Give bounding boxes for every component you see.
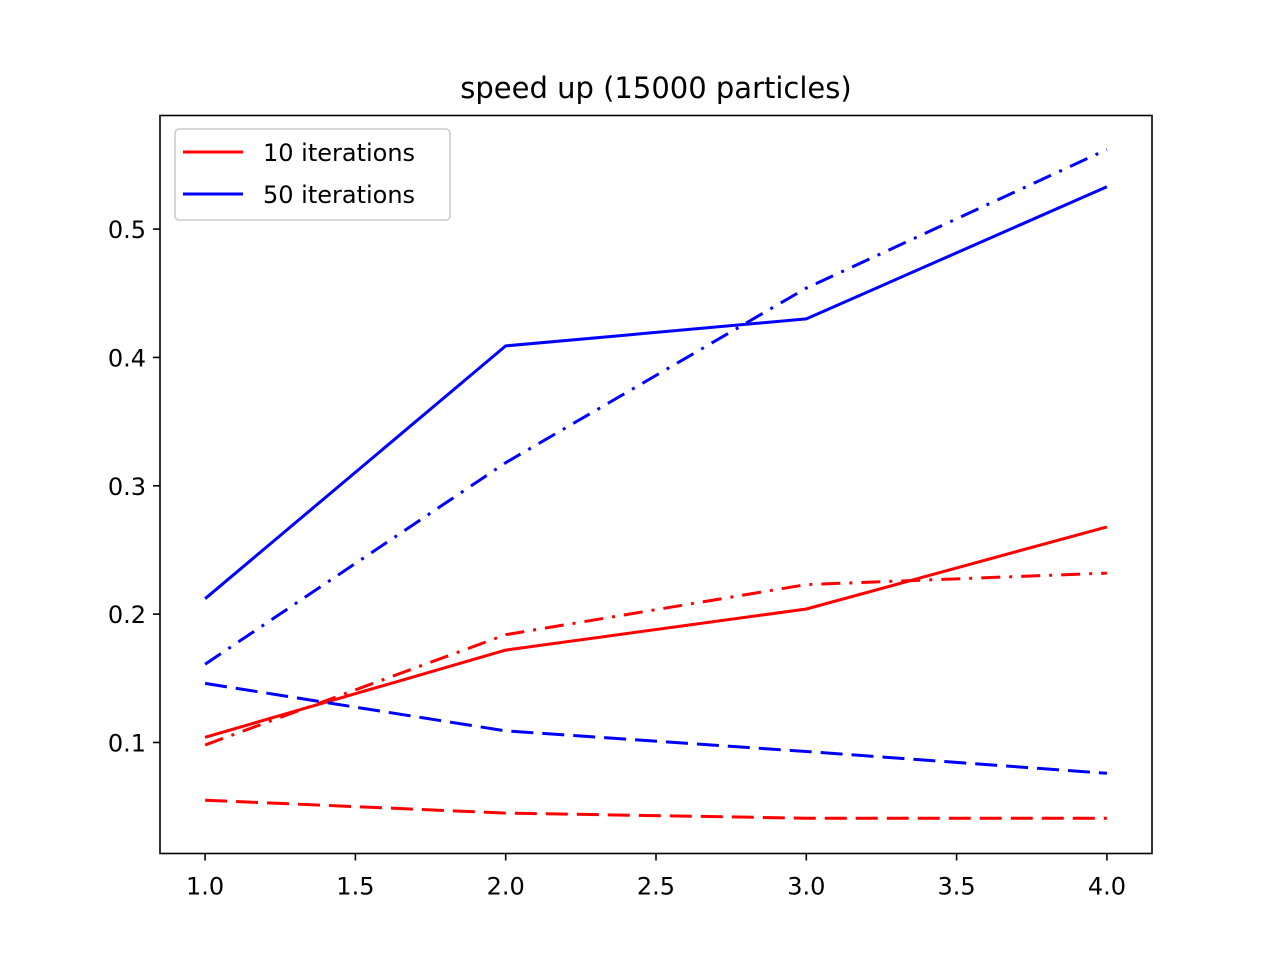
x-tick-label: 1.0 (186, 873, 224, 901)
x-tick-label: 3.0 (787, 873, 825, 901)
series-line-blue-dashed (204, 681, 1108, 775)
x-tick-label: 2.5 (637, 873, 675, 901)
y-axis: 0.1 0.2 0.3 0.4 0.5 (108, 216, 160, 757)
legend-label-50-iterations: 50 iterations (263, 181, 415, 209)
plot-area (204, 148, 1108, 820)
series-line-blue-dashdot (204, 148, 1108, 666)
y-tick-label: 0.1 (108, 729, 146, 757)
chart-title: speed up (15000 particles) (460, 71, 851, 105)
series-line-red-dashdot (204, 571, 1107, 747)
y-tick-label: 0.5 (108, 216, 146, 244)
y-tick-label: 0.2 (108, 601, 146, 629)
x-tick-label: 3.5 (938, 873, 976, 901)
x-axis: 1.0 1.5 2.0 2.5 3.0 3.5 4.0 (186, 853, 1126, 901)
legend: 10 iterations 50 iterations (174, 128, 451, 221)
x-tick-label: 4.0 (1088, 873, 1126, 901)
series-line-blue-solid (204, 185, 1108, 600)
series-line-red-solid (204, 525, 1108, 739)
plot-frame (159, 114, 1153, 855)
legend-box (174, 128, 451, 221)
y-tick-label: 0.3 (108, 473, 146, 501)
series-line-red-dashed (205, 798, 1107, 820)
legend-label-10-iterations: 10 iterations (263, 139, 415, 167)
x-tick-label: 1.5 (336, 873, 374, 901)
y-tick-label: 0.4 (108, 344, 146, 372)
x-tick-label: 2.0 (487, 873, 525, 901)
